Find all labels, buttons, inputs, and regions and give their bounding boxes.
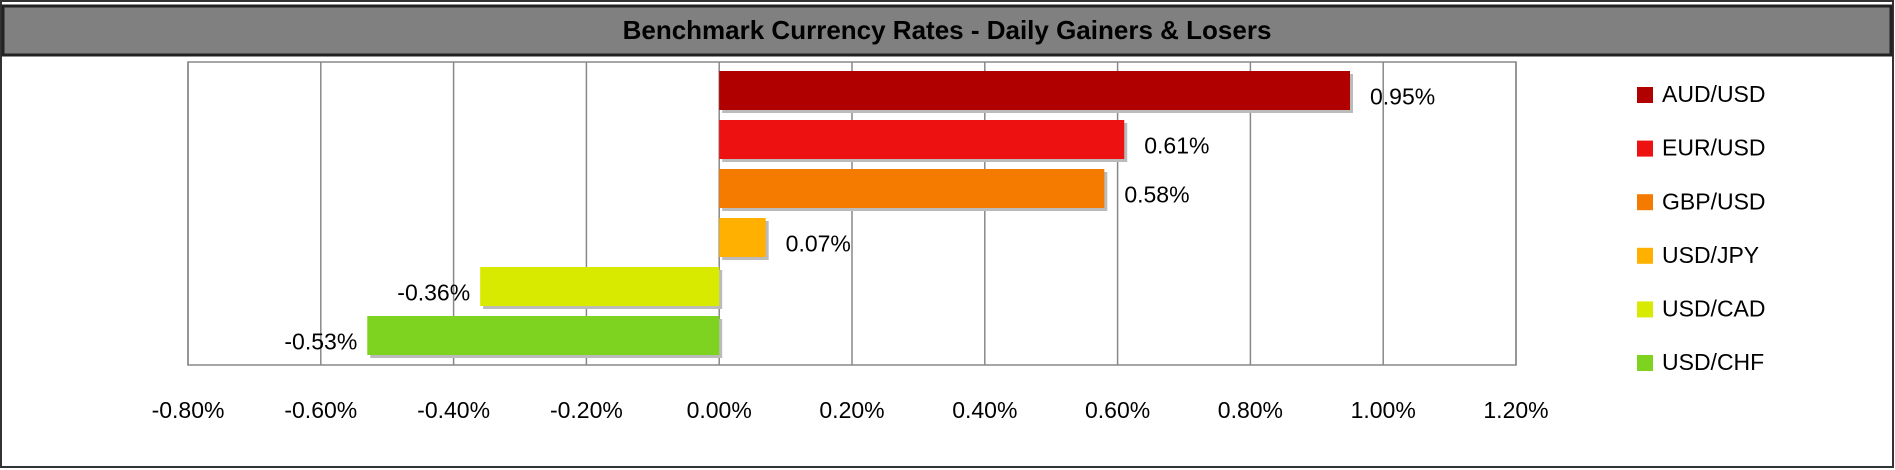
bar	[719, 169, 1105, 208]
legend-label: EUR/USD	[1662, 135, 1766, 161]
x-tick-label: -0.80%	[152, 397, 225, 423]
x-tick-label: 0.00%	[687, 397, 752, 423]
data-label: -0.36%	[397, 280, 470, 306]
legend-swatch	[1637, 140, 1653, 157]
x-tick-label: -0.60%	[284, 397, 357, 423]
legend-swatch	[1637, 87, 1653, 103]
bar	[367, 316, 720, 355]
x-tick-label: 0.40%	[952, 397, 1017, 423]
bar	[719, 218, 766, 257]
bar	[719, 120, 1125, 159]
data-label: 0.07%	[786, 231, 851, 257]
x-tick-label: 1.00%	[1351, 397, 1416, 423]
legend-label: USD/CHF	[1662, 349, 1764, 375]
x-tick-label: 0.80%	[1218, 397, 1283, 423]
title-bar	[1, 4, 1893, 57]
x-tick-label: 1.20%	[1483, 397, 1548, 423]
x-tick-label: -0.20%	[550, 397, 623, 423]
legend-swatch	[1637, 194, 1653, 211]
x-tick-label: 0.20%	[819, 397, 884, 423]
legend-swatch	[1637, 247, 1653, 264]
bar	[719, 71, 1350, 110]
legend-label: AUD/USD	[1662, 81, 1766, 107]
data-label: 0.61%	[1144, 133, 1209, 159]
chart-title: Benchmark Currency Rates - Daily Gainers…	[623, 15, 1272, 45]
data-label: -0.53%	[284, 329, 357, 355]
legend-label: GBP/USD	[1662, 188, 1766, 214]
data-label: 0.95%	[1370, 84, 1435, 110]
legend-swatch	[1637, 301, 1653, 318]
legend-label: USD/CAD	[1662, 295, 1766, 321]
bar	[480, 267, 720, 306]
data-label: 0.58%	[1124, 182, 1189, 208]
x-tick-label: -0.40%	[417, 397, 490, 423]
legend-label: USD/JPY	[1662, 242, 1759, 268]
legend-swatch	[1637, 355, 1653, 371]
x-tick-label: 0.60%	[1085, 397, 1150, 423]
